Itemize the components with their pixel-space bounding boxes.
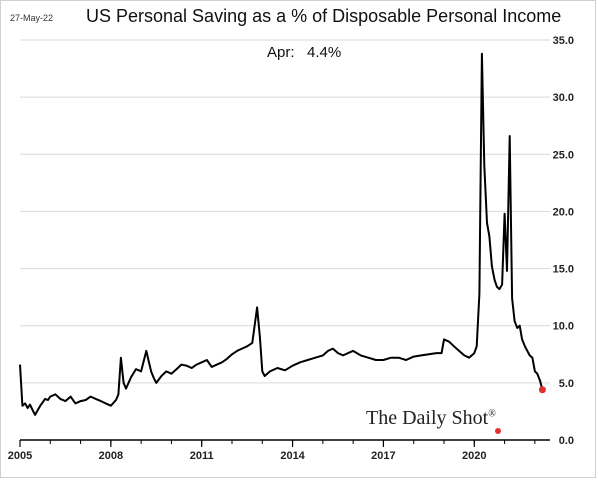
y-tick-label: 25.0 — [553, 149, 574, 161]
y-tick-label: 10.0 — [553, 321, 574, 333]
x-tick-label: 2005 — [8, 450, 32, 462]
x-axis: 2005 2008 2011 2014 2017 2020 — [8, 439, 550, 462]
x-tick-label: 2020 — [462, 450, 486, 462]
brand-logo: The Daily Shot® — [366, 407, 496, 430]
x-tick-label: 2011 — [190, 450, 214, 462]
y-tick-label: 20.0 — [553, 206, 574, 218]
x-tick-label: 2008 — [99, 450, 123, 462]
series-line — [19, 52, 544, 416]
chart-title: US Personal Saving as a % of Disposable … — [86, 6, 562, 26]
y-tick-label: 30.0 — [553, 92, 574, 104]
latest-value-annotation: Apr: 4.4% — [267, 44, 342, 61]
x-tick-label: 2014 — [280, 450, 305, 462]
last-point-marker — [538, 386, 546, 394]
y-tick-label: 35.0 — [553, 35, 574, 47]
date-label: 27-May-22 — [10, 13, 54, 23]
x-tick-label: 2017 — [371, 450, 395, 462]
y-tick-label: 0.0 — [559, 435, 574, 447]
y-tick-label: 15.0 — [553, 264, 574, 276]
brand-name: The Daily Shot — [366, 407, 489, 429]
series-layer — [19, 52, 546, 434]
y-tick-label: 5.0 — [559, 378, 574, 390]
brand-dot — [495, 428, 501, 434]
y-axis-ticks: 0.0 5.0 10.0 15.0 20.0 25.0 30.0 35.0 — [553, 35, 574, 447]
gridlines — [20, 39, 550, 384]
brand-mark: ® — [488, 408, 496, 420]
